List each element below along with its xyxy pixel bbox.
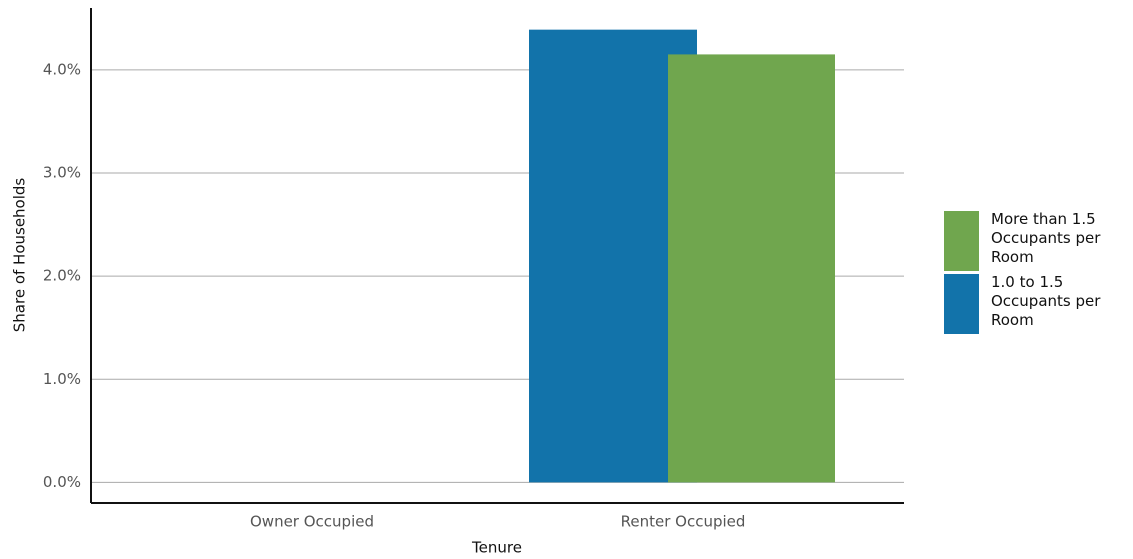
- x-axis-title: Tenure: [471, 539, 522, 557]
- legend-swatch: [944, 274, 979, 334]
- y-tick-label: 4.0%: [43, 60, 81, 78]
- legend-label: More than 1.5 Occupants per Room: [991, 210, 1101, 266]
- legend-label: 1.0 to 1.5 Occupants per Room: [991, 273, 1101, 329]
- y-tick-label: 2.0%: [43, 267, 81, 285]
- y-tick-label: 3.0%: [43, 164, 81, 182]
- x-tick-label: Renter Occupied: [621, 513, 746, 531]
- y-tick-label: 1.0%: [43, 370, 81, 388]
- bar: [668, 54, 835, 483]
- y-tick-label: 0.0%: [43, 473, 81, 491]
- y-axis-title: Share of Households: [11, 178, 29, 333]
- legend-swatch: [944, 211, 979, 271]
- x-tick-label: Owner Occupied: [250, 513, 374, 531]
